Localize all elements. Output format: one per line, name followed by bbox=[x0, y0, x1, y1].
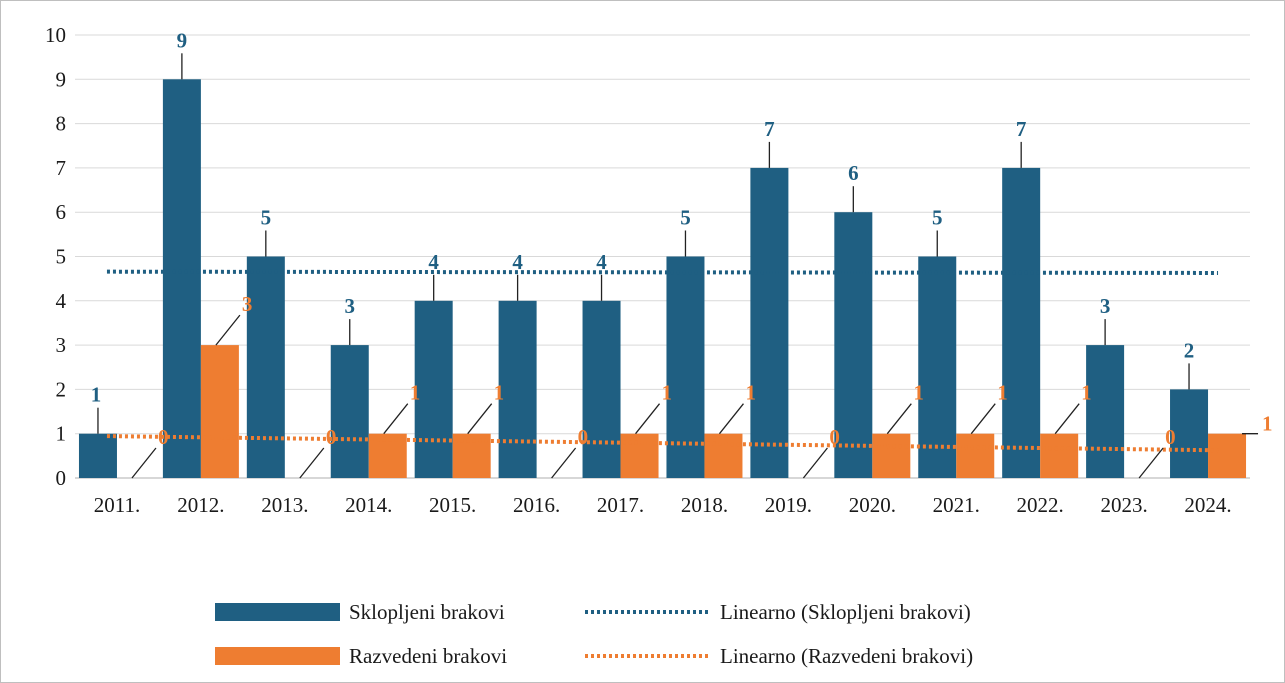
bar-sklopljeni-brakovi bbox=[1002, 167, 1041, 478]
bar-razvedeni-brakovi bbox=[1040, 433, 1079, 478]
x-tick-label: 2021. bbox=[933, 493, 980, 517]
data-label-sklopljeni-brakovi: 7 bbox=[1016, 117, 1027, 141]
data-label-razvedeni-brakovi: 1 bbox=[662, 381, 673, 405]
trendline-sklopljeni-brakovi bbox=[106, 269, 1219, 275]
y-tick-label: 6 bbox=[56, 200, 67, 224]
leader-line bbox=[383, 403, 409, 435]
x-tick-label: 2016. bbox=[513, 493, 560, 517]
data-label-sklopljeni-brakovi: 4 bbox=[428, 250, 439, 274]
data-label-sklopljeni-brakovi: 2 bbox=[1184, 338, 1195, 362]
leader-line bbox=[131, 447, 157, 479]
data-label-sklopljeni-brakovi: 3 bbox=[345, 294, 356, 318]
bar-sklopljeni-brakovi bbox=[750, 167, 789, 478]
x-tick-label: 2017. bbox=[597, 493, 644, 517]
leader-line bbox=[551, 447, 577, 479]
legend-label: Linearno (Sklopljeni brakovi) bbox=[720, 600, 971, 624]
leader-line bbox=[970, 403, 996, 435]
bar-razvedeni-brakovi bbox=[620, 433, 659, 478]
legend-swatch-bar bbox=[215, 603, 340, 621]
leader-line bbox=[1138, 447, 1164, 479]
bar-sklopljeni-brakovi bbox=[498, 300, 537, 478]
leader-line bbox=[718, 403, 744, 435]
x-tick-label: 2018. bbox=[681, 493, 728, 517]
bar-sklopljeni-brakovi bbox=[78, 433, 117, 478]
x-tick-label: 2020. bbox=[849, 493, 896, 517]
x-tick-label: 2013. bbox=[261, 493, 308, 517]
data-label-razvedeni-brakovi: 0 bbox=[578, 425, 589, 449]
data-label-razvedeni-brakovi: 1 bbox=[494, 381, 505, 405]
leader-line bbox=[299, 447, 325, 479]
bar-sklopljeni-brakovi bbox=[330, 345, 369, 478]
bar-sklopljeni-brakovi bbox=[414, 300, 453, 478]
data-label-razvedeni-brakovi: 3 bbox=[242, 292, 253, 316]
legend-label: Sklopljeni brakovi bbox=[349, 600, 505, 624]
bar-sklopljeni-brakovi bbox=[918, 256, 957, 478]
x-tick-label: 2019. bbox=[765, 493, 812, 517]
bar-sklopljeni-brakovi bbox=[162, 79, 201, 479]
y-tick-label: 2 bbox=[56, 377, 67, 401]
x-tick-label: 2014. bbox=[345, 493, 392, 517]
y-tick-label: 10 bbox=[45, 23, 66, 47]
legend-label: Linearno (Razvedeni brakovi) bbox=[720, 644, 973, 668]
y-tick-label: 4 bbox=[56, 289, 67, 313]
data-label-sklopljeni-brakovi: 5 bbox=[932, 206, 943, 230]
x-tick-label: 2011. bbox=[94, 493, 140, 517]
bar-sklopljeni-brakovi bbox=[666, 256, 705, 478]
data-label-sklopljeni-brakovi: 3 bbox=[1100, 294, 1111, 318]
y-tick-label: 0 bbox=[56, 466, 67, 490]
bar-razvedeni-brakovi bbox=[956, 433, 995, 478]
data-label-sklopljeni-brakovi: 5 bbox=[261, 206, 272, 230]
x-tick-label: 2012. bbox=[177, 493, 224, 517]
leader-line bbox=[802, 447, 828, 479]
data-label-sklopljeni-brakovi: 1 bbox=[91, 383, 102, 407]
legend-label: Razvedeni brakovi bbox=[349, 644, 507, 668]
y-tick-label: 7 bbox=[56, 156, 67, 180]
x-tick-label: 2022. bbox=[1017, 493, 1064, 517]
data-label-sklopljeni-brakovi: 4 bbox=[596, 250, 607, 274]
bar-sklopljeni-brakovi bbox=[582, 300, 621, 478]
legend-swatch-bar bbox=[215, 647, 340, 665]
y-tick-label: 9 bbox=[56, 67, 67, 91]
bar-razvedeni-brakovi bbox=[200, 345, 239, 478]
leader-line bbox=[215, 314, 241, 346]
leader-line bbox=[635, 403, 661, 435]
data-label-sklopljeni-brakovi: 4 bbox=[512, 250, 523, 274]
data-label-sklopljeni-brakovi: 9 bbox=[177, 28, 188, 52]
bar-razvedeni-brakovi bbox=[704, 433, 743, 478]
data-label-razvedeni-brakovi: 1 bbox=[1081, 381, 1092, 405]
y-tick-label: 3 bbox=[56, 333, 67, 357]
data-label-razvedeni-brakovi: 1 bbox=[745, 381, 756, 405]
data-label-razvedeni-brakovi: 1 bbox=[1262, 412, 1273, 436]
x-tick-label: 2024. bbox=[1184, 493, 1231, 517]
y-tick-label: 5 bbox=[56, 245, 67, 269]
data-label-razvedeni-brakovi: 1 bbox=[913, 381, 924, 405]
trendline-razvedeni-brakovi bbox=[106, 434, 1219, 453]
y-tick-label: 8 bbox=[56, 112, 67, 136]
bar-sklopljeni-brakovi bbox=[246, 256, 285, 478]
data-label-sklopljeni-brakovi: 5 bbox=[680, 206, 691, 230]
bar-sklopljeni-brakovi bbox=[834, 212, 873, 478]
bar-razvedeni-brakovi bbox=[452, 433, 491, 478]
data-label-sklopljeni-brakovi: 6 bbox=[848, 161, 859, 185]
data-label-razvedeni-brakovi: 1 bbox=[410, 381, 421, 405]
bar-razvedeni-brakovi bbox=[1208, 433, 1247, 478]
data-label-razvedeni-brakovi: 0 bbox=[158, 425, 169, 449]
leader-line bbox=[1054, 403, 1080, 435]
bar-razvedeni-brakovi bbox=[872, 433, 911, 478]
bar-sklopljeni-brakovi bbox=[1086, 345, 1125, 478]
bar-sklopljeni-brakovi bbox=[1170, 389, 1209, 478]
data-label-razvedeni-brakovi: 0 bbox=[1165, 425, 1176, 449]
data-label-sklopljeni-brakovi: 7 bbox=[764, 117, 775, 141]
y-tick-label: 1 bbox=[56, 422, 67, 446]
data-label-razvedeni-brakovi: 0 bbox=[829, 425, 840, 449]
leader-line bbox=[886, 403, 912, 435]
x-tick-label: 2023. bbox=[1100, 493, 1147, 517]
leader-line bbox=[467, 403, 493, 435]
data-label-razvedeni-brakovi: 1 bbox=[997, 381, 1008, 405]
x-tick-label: 2015. bbox=[429, 493, 476, 517]
bar-razvedeni-brakovi bbox=[368, 433, 407, 478]
data-label-razvedeni-brakovi: 0 bbox=[326, 425, 337, 449]
